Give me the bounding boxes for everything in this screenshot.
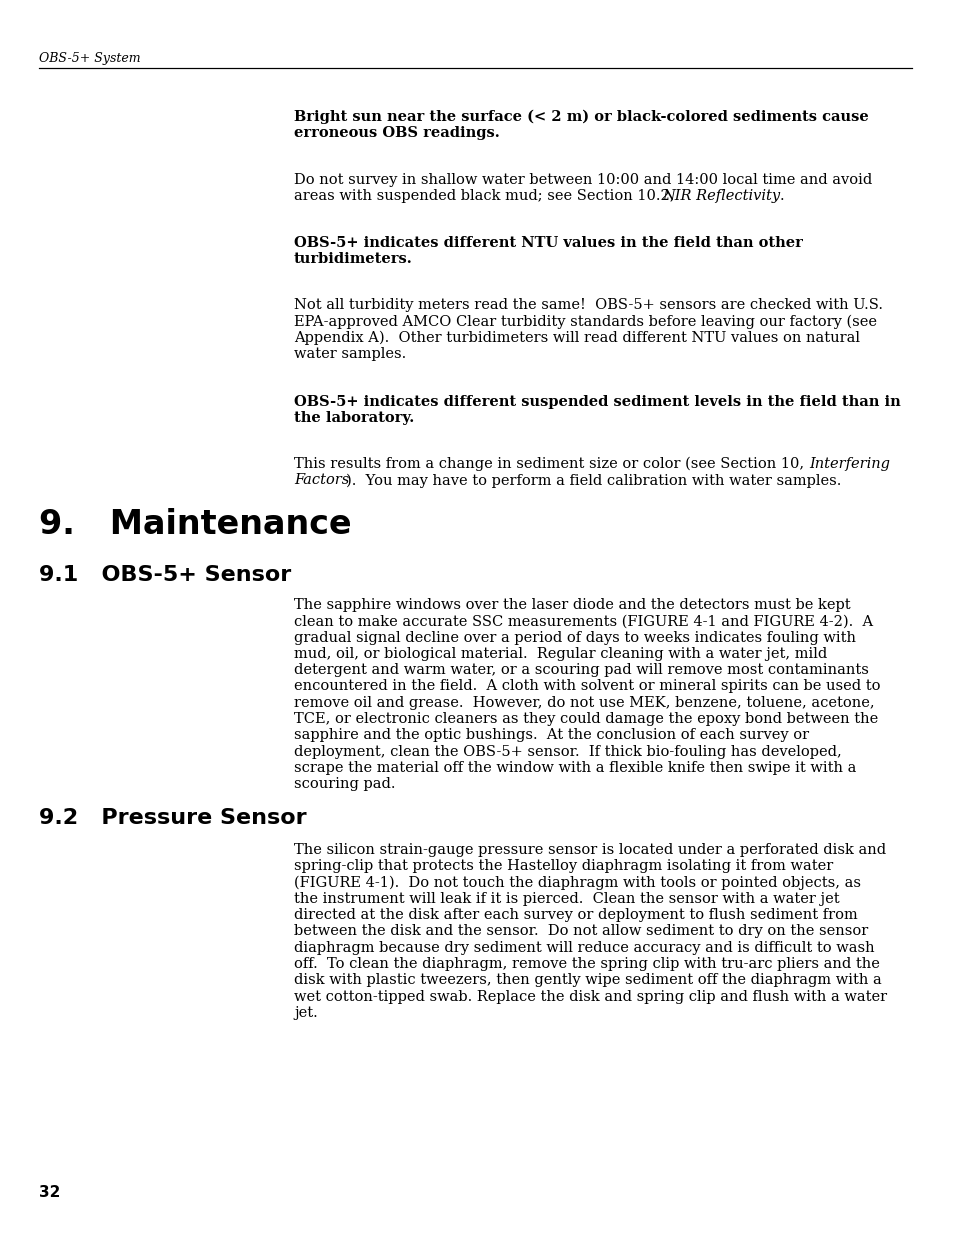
Text: 9.1   OBS-5+ Sensor: 9.1 OBS-5+ Sensor xyxy=(39,564,291,585)
Text: Not all turbidity meters read the same!  OBS-5+ sensors are checked with U.S.: Not all turbidity meters read the same! … xyxy=(294,298,882,312)
Text: (FIGURE 4-1).  Do not touch the diaphragm with tools or pointed objects, as: (FIGURE 4-1). Do not touch the diaphragm… xyxy=(294,876,861,890)
Text: NIR Reflectivity: NIR Reflectivity xyxy=(661,189,780,204)
Text: OBS-5+ System: OBS-5+ System xyxy=(39,52,140,65)
Text: Interfering: Interfering xyxy=(809,457,889,471)
Text: between the disk and the sensor.  Do not allow sediment to dry on the sensor: between the disk and the sensor. Do not … xyxy=(294,925,867,939)
Text: detergent and warm water, or a scouring pad will remove most contaminants: detergent and warm water, or a scouring … xyxy=(294,663,868,677)
Text: mud, oil, or biological material.  Regular cleaning with a water jet, mild: mud, oil, or biological material. Regula… xyxy=(294,647,826,661)
Text: 9.   Maintenance: 9. Maintenance xyxy=(39,508,352,541)
Text: Do not survey in shallow water between 10:00 and 14:00 local time and avoid: Do not survey in shallow water between 1… xyxy=(294,173,871,186)
Text: EPA-approved AMCO Clear turbidity standards before leaving our factory (see: EPA-approved AMCO Clear turbidity standa… xyxy=(294,314,876,329)
Text: turbidimeters.: turbidimeters. xyxy=(294,252,413,267)
Text: OBS-5+ indicates different NTU values in the field than other: OBS-5+ indicates different NTU values in… xyxy=(294,236,802,249)
Text: remove oil and grease.  However, do not use MEK, benzene, toluene, acetone,: remove oil and grease. However, do not u… xyxy=(294,695,874,710)
Text: scouring pad.: scouring pad. xyxy=(294,777,395,792)
Text: the instrument will leak if it is pierced.  Clean the sensor with a water jet: the instrument will leak if it is pierce… xyxy=(294,892,839,906)
Text: The silicon strain-gauge pressure sensor is located under a perforated disk and: The silicon strain-gauge pressure sensor… xyxy=(294,844,885,857)
Text: clean to make accurate SSC measurements (FIGURE 4-1 and FIGURE 4-2).  A: clean to make accurate SSC measurements … xyxy=(294,614,872,629)
Text: wet cotton-tipped swab. Replace the disk and spring clip and flush with a water: wet cotton-tipped swab. Replace the disk… xyxy=(294,989,886,1004)
Text: jet.: jet. xyxy=(294,1007,317,1020)
Text: diaphragm because dry sediment will reduce accuracy and is difficult to wash: diaphragm because dry sediment will redu… xyxy=(294,941,874,955)
Text: spring-clip that protects the Hastelloy diaphragm isolating it from water: spring-clip that protects the Hastelloy … xyxy=(294,860,832,873)
Text: the laboratory.: the laboratory. xyxy=(294,411,414,425)
Text: gradual signal decline over a period of days to weeks indicates fouling with: gradual signal decline over a period of … xyxy=(294,631,855,645)
Text: TCE, or electronic cleaners as they could damage the epoxy bond between the: TCE, or electronic cleaners as they coul… xyxy=(294,713,878,726)
Text: sapphire and the optic bushings.  At the conclusion of each survey or: sapphire and the optic bushings. At the … xyxy=(294,729,808,742)
Text: disk with plastic tweezers, then gently wipe sediment off the diaphragm with a: disk with plastic tweezers, then gently … xyxy=(294,973,881,988)
Text: Bright sun near the surface (< 2 m) or black-colored sediments cause: Bright sun near the surface (< 2 m) or b… xyxy=(294,110,868,125)
Text: erroneous OBS readings.: erroneous OBS readings. xyxy=(294,126,499,141)
Text: deployment, clean the OBS-5+ sensor.  If thick bio-fouling has developed,: deployment, clean the OBS-5+ sensor. If … xyxy=(294,745,841,758)
Text: 9.2   Pressure Sensor: 9.2 Pressure Sensor xyxy=(39,808,306,827)
Text: water samples.: water samples. xyxy=(294,347,406,361)
Text: The sapphire windows over the laser diode and the detectors must be kept: The sapphire windows over the laser diod… xyxy=(294,598,850,613)
Text: This results from a change in sediment size or color (see Section 10,: This results from a change in sediment s… xyxy=(294,457,808,472)
Text: Appendix A).  Other turbidimeters will read different NTU values on natural: Appendix A). Other turbidimeters will re… xyxy=(294,331,859,345)
Text: .: . xyxy=(780,189,784,204)
Text: areas with suspended black mud; see Section 10.2,: areas with suspended black mud; see Sect… xyxy=(294,189,679,204)
Text: 32: 32 xyxy=(39,1186,60,1200)
Text: OBS-5+ indicates different suspended sediment levels in the field than in: OBS-5+ indicates different suspended sed… xyxy=(294,395,900,409)
Text: Factors: Factors xyxy=(294,473,349,488)
Text: scrape the material off the window with a flexible knife then swipe it with a: scrape the material off the window with … xyxy=(294,761,856,776)
Text: off.  To clean the diaphragm, remove the spring clip with tru-arc pliers and the: off. To clean the diaphragm, remove the … xyxy=(294,957,879,971)
Text: directed at the disk after each survey or deployment to flush sediment from: directed at the disk after each survey o… xyxy=(294,908,857,923)
Text: ).  You may have to perform a field calibration with water samples.: ). You may have to perform a field calib… xyxy=(345,473,840,488)
Text: encountered in the field.  A cloth with solvent or mineral spirits can be used t: encountered in the field. A cloth with s… xyxy=(294,679,880,694)
